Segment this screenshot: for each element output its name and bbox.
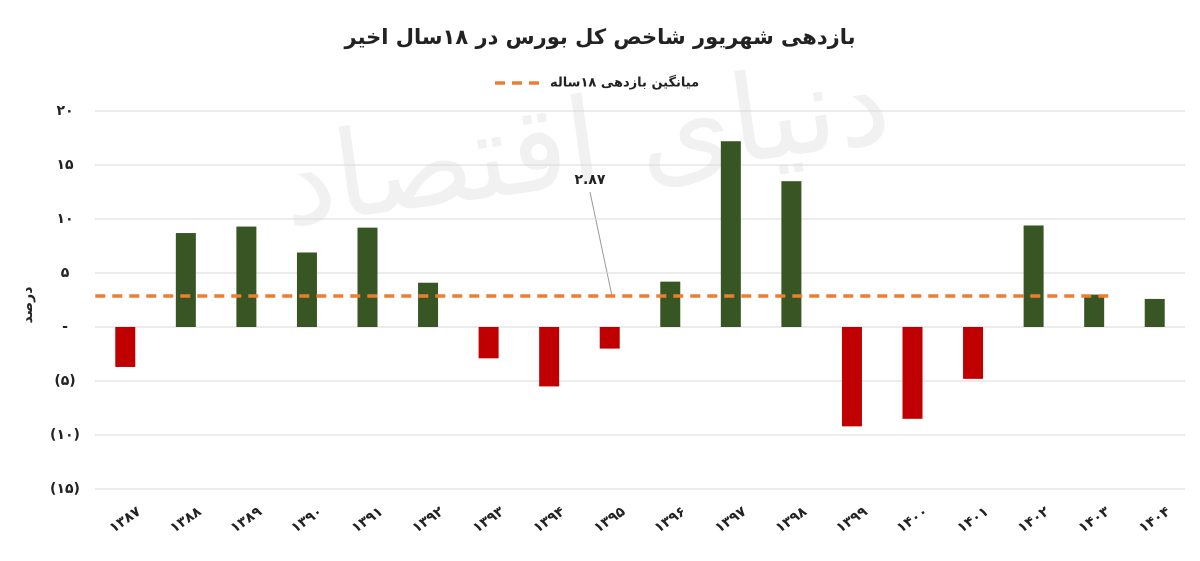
x-tick-label: ۱۳۹۸	[773, 503, 811, 536]
x-tick-label: ۱۴۰۱	[954, 504, 991, 537]
x-tick-label: ۱۳۹۰	[288, 504, 325, 537]
bar	[357, 227, 378, 327]
y-tick-label: ۱۵	[56, 157, 74, 173]
x-tick-label: ۱۳۹۳	[470, 503, 508, 536]
x-tick-label: ۱۳۹۶	[652, 504, 689, 537]
bar	[296, 252, 317, 327]
x-tick-label: ۱۳۹۲	[409, 503, 447, 536]
x-tick-label: ۱۳۸۸	[167, 503, 205, 536]
chart-title: بازدهی شهریور شاخص کل بورس در ۱۸سال اخیر	[344, 25, 856, 49]
y-tick-label: (۱۰)	[50, 427, 80, 443]
bar	[478, 327, 499, 359]
bar	[963, 327, 984, 379]
bar	[1084, 294, 1105, 327]
bar	[175, 233, 196, 327]
bar	[660, 281, 681, 327]
y-tick-label: ۲۰	[56, 103, 73, 119]
x-tick-label: ۱۴۰۳	[1076, 503, 1114, 536]
bar	[781, 181, 802, 327]
x-tick-label: ۱۴۰۲	[1015, 503, 1053, 536]
x-tick-label: ۱۳۸۷	[107, 503, 145, 536]
bar	[418, 282, 439, 327]
bar	[841, 327, 862, 427]
average-label: ۲.۸۷	[575, 172, 606, 188]
x-tick-label: ۱۳۹۱	[349, 504, 386, 537]
bar	[902, 327, 923, 419]
bar	[1144, 298, 1165, 327]
y-tick-label: ۱۰	[56, 211, 73, 227]
x-tick-label: ۱۳۹۵	[591, 503, 629, 536]
y-axis-label: درصد	[20, 287, 36, 324]
legend-label: میانگین بازدهی ۱۸ساله	[550, 75, 699, 91]
watermark: دنیای اقتصاد	[272, 32, 898, 255]
bar	[720, 141, 741, 327]
y-tick-label: -	[62, 319, 68, 335]
y-tick-label: (۱۵)	[50, 481, 80, 497]
bar	[236, 226, 257, 327]
x-tick-label: ۱۴۰۴	[1136, 503, 1174, 536]
bar	[1023, 225, 1044, 327]
x-tick-label: ۱۳۹۹	[833, 503, 871, 536]
x-tick-label: ۱۳۸۹	[228, 503, 266, 536]
y-tick-label: ۵	[61, 265, 70, 281]
bar	[599, 327, 620, 349]
bar	[539, 327, 560, 387]
x-tick-label: ۱۳۹۴	[531, 503, 569, 536]
x-tick-label: ۱۴۰۰	[894, 504, 931, 537]
x-tick-label: ۱۳۹۷	[712, 503, 750, 536]
bar	[115, 327, 136, 367]
callout-line	[589, 191, 613, 297]
y-tick-label: (۵)	[54, 373, 75, 389]
